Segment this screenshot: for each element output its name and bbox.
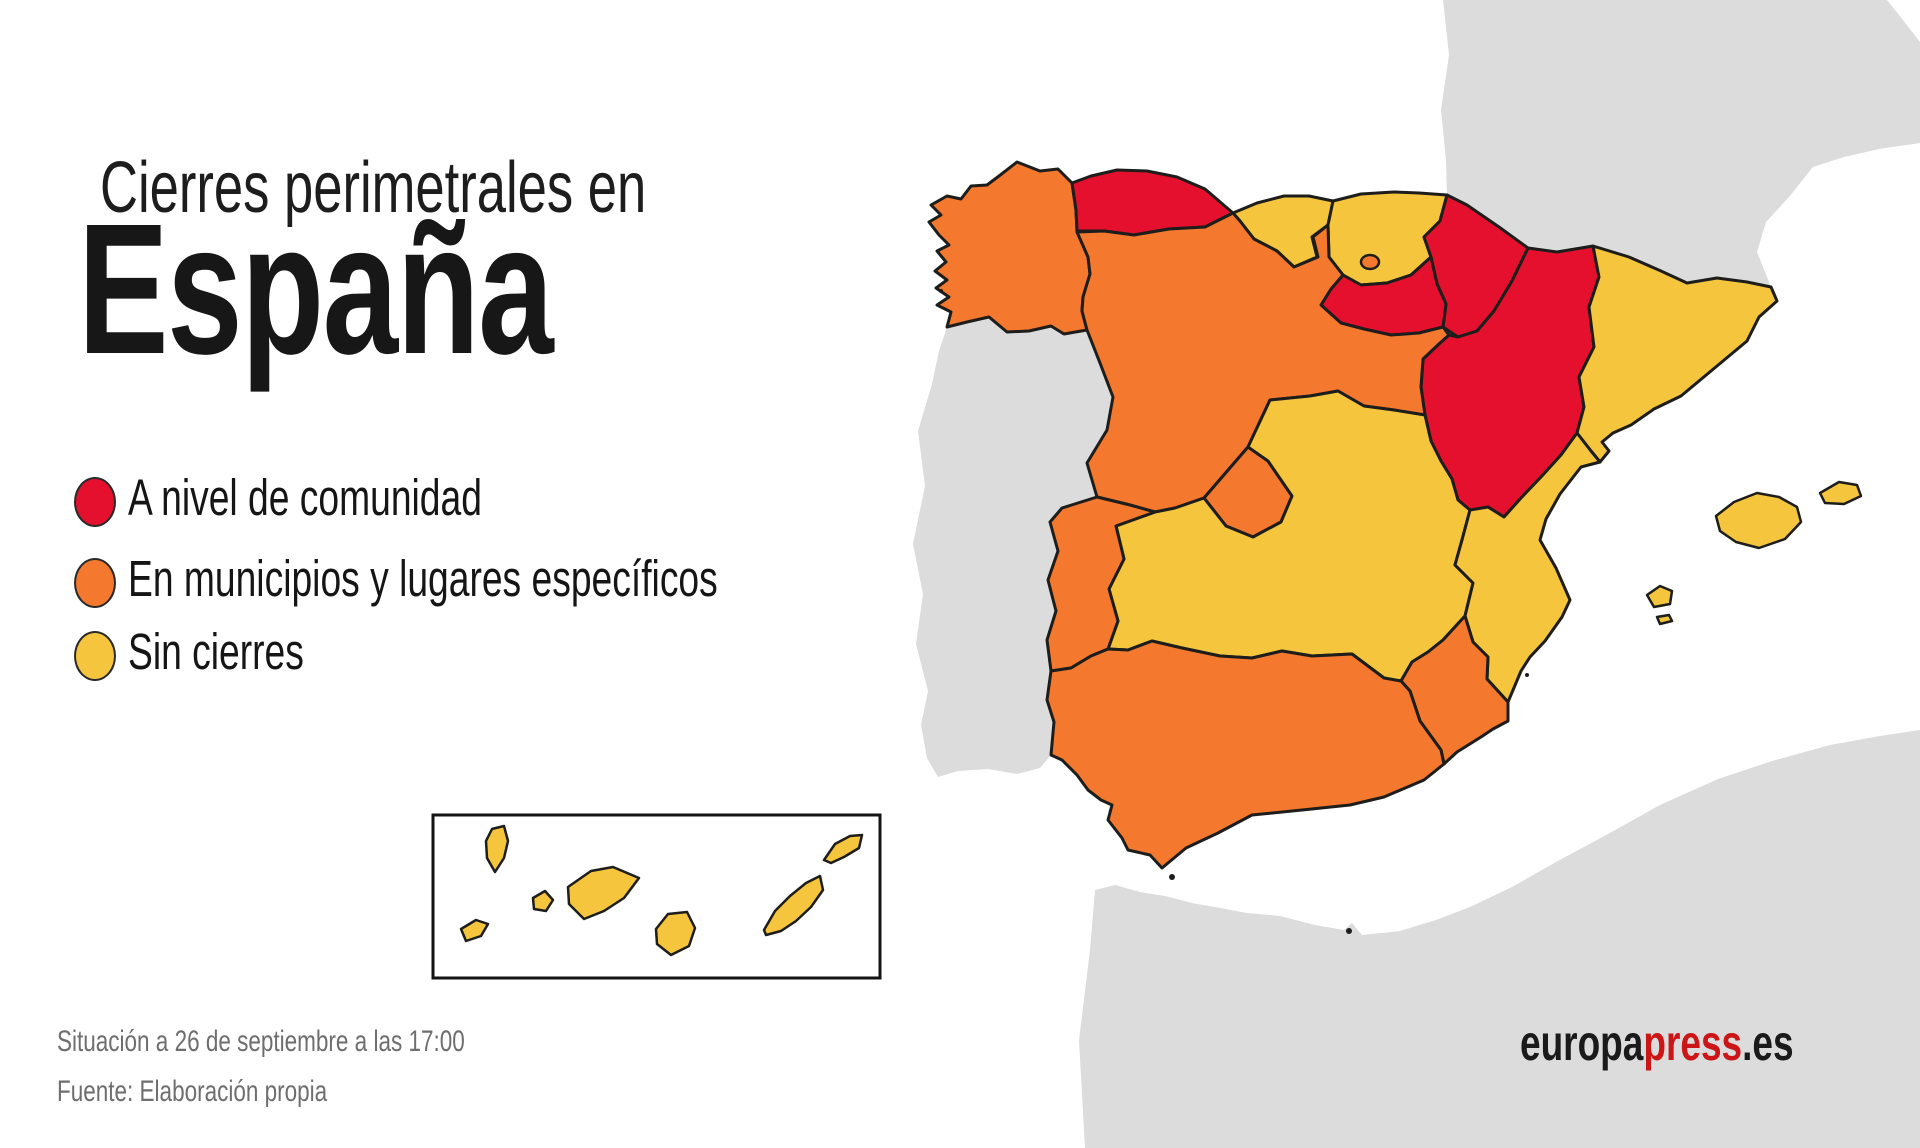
island-el-hierro — [459, 918, 490, 943]
island-menorca — [1818, 480, 1863, 506]
region-castilla-y-leon — [1075, 211, 1451, 514]
island-lanzarote — [822, 833, 864, 865]
island-mallorca — [1714, 491, 1803, 550]
europapress-logo: europapress.es — [1520, 1018, 1890, 1068]
logo-part-es: .es — [1742, 1015, 1794, 1071]
tabarca-islet-dot — [1525, 673, 1529, 677]
region-murcia — [1399, 614, 1510, 766]
region-cataluna — [1575, 244, 1779, 464]
legend-label-community: A nivel de comunidad — [128, 469, 482, 526]
legend-swatch-municipal — [74, 558, 116, 608]
region-trevino-enclave — [1359, 253, 1381, 271]
logo-part-europa: europa — [1520, 1015, 1644, 1071]
page-title-line2: España — [78, 186, 554, 393]
legend-label-none: Sin cierres — [128, 623, 304, 680]
legend-label-municipal: En municipios y lugares específicos — [128, 550, 718, 607]
galicia-islet-dot — [939, 289, 943, 293]
footer-source: Fuente: Elaboración propia — [57, 1075, 328, 1108]
island-fuerteventura — [762, 874, 825, 937]
footer-situation: Situación a 26 de septiembre a las 17:00 — [57, 1025, 465, 1058]
page-title-line1: Cierres perimetrales en — [100, 148, 647, 228]
africa-landmass — [1079, 730, 1920, 1148]
logo-part-press: press — [1643, 1015, 1743, 1071]
legend-swatch-community — [74, 477, 116, 527]
island-tenerife — [566, 865, 641, 921]
island-gran-canaria — [654, 910, 697, 957]
island-la-palma — [484, 824, 510, 874]
france-landmass — [1441, 0, 1920, 287]
island-ibiza — [1645, 584, 1674, 609]
gibraltar-dot — [1169, 874, 1175, 880]
island-formentera — [1655, 613, 1674, 626]
ceuta-dot — [1346, 928, 1352, 934]
island-la-gomera — [531, 889, 555, 913]
region-andalucia — [1045, 639, 1446, 870]
legend-swatch-none — [74, 631, 116, 681]
portugal-landmass — [913, 317, 1113, 777]
